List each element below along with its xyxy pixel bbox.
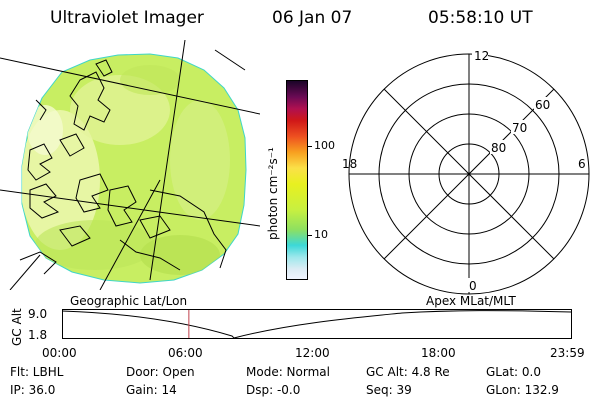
gc-alt-curve bbox=[62, 310, 572, 339]
geo-latlon-label: Geographic Lat/Lon bbox=[70, 294, 188, 308]
geo-grid-lines bbox=[0, 40, 260, 290]
gc-alt-frame bbox=[62, 309, 572, 339]
status-mode: Mode: Normal bbox=[246, 365, 330, 379]
colorbar-unit-label: photon cm⁻²s⁻¹ bbox=[266, 147, 280, 240]
time-label: 05:58:10 UT bbox=[428, 8, 533, 28]
mlt-label-6: 6 bbox=[578, 157, 586, 171]
colorbar-tick-10 bbox=[307, 235, 312, 236]
status-glat: GLat: 0.0 bbox=[486, 365, 541, 379]
colorbar-label-100: 100 bbox=[314, 139, 335, 152]
gc-alt-xtick-0: 00:00 bbox=[42, 346, 77, 360]
polar-diagonal-2 bbox=[383, 88, 555, 260]
mlt-label-18: 18 bbox=[342, 157, 357, 171]
app-title: Ultraviolet Imager bbox=[50, 8, 204, 28]
gc-alt-xtick-4: 23:59 bbox=[550, 346, 585, 360]
gc-alt-plot bbox=[62, 309, 572, 339]
lat-label-70: 70 bbox=[512, 121, 527, 135]
mlt-label-12: 12 bbox=[474, 49, 489, 63]
lat-label-80: 80 bbox=[491, 141, 506, 155]
colorbar-tick-100 bbox=[307, 146, 312, 147]
gc-alt-ytick-high: 9.0 bbox=[28, 307, 48, 321]
colorbar-label-10: 10 bbox=[314, 228, 328, 241]
apex-mlat-label: Apex MLat/MLT bbox=[426, 294, 516, 308]
uv-image-panel bbox=[0, 40, 260, 290]
status-filter: Flt: LBHL bbox=[10, 365, 64, 379]
status-seq: Seq: 39 bbox=[366, 383, 412, 397]
gc-alt-ylabel: GC Alt bbox=[10, 308, 24, 346]
status-door: Door: Open bbox=[126, 365, 195, 379]
mlt-label-0: 0 bbox=[469, 279, 477, 293]
gc-alt-xtick-3: 18:00 bbox=[421, 346, 456, 360]
lat-label-60: 60 bbox=[535, 98, 550, 112]
gc-alt-xtick-1: 06:00 bbox=[168, 346, 203, 360]
status-glon: GLon: 132.9 bbox=[486, 383, 559, 397]
status-gc-alt: GC Alt: 4.8 Re bbox=[366, 365, 450, 379]
gc-alt-ytick-low: 1.8 bbox=[28, 328, 48, 342]
status-gain: Gain: 14 bbox=[126, 383, 177, 397]
polar-plot: 12 18 6 0 60 70 80 bbox=[342, 48, 590, 295]
status-dsp: Dsp: -0.0 bbox=[246, 383, 301, 397]
status-ip: IP: 36.0 bbox=[10, 383, 56, 397]
date-label: 06 Jan 07 bbox=[272, 8, 353, 28]
gc-alt-xtick-2: 12:00 bbox=[295, 346, 330, 360]
colorbar bbox=[286, 80, 308, 280]
